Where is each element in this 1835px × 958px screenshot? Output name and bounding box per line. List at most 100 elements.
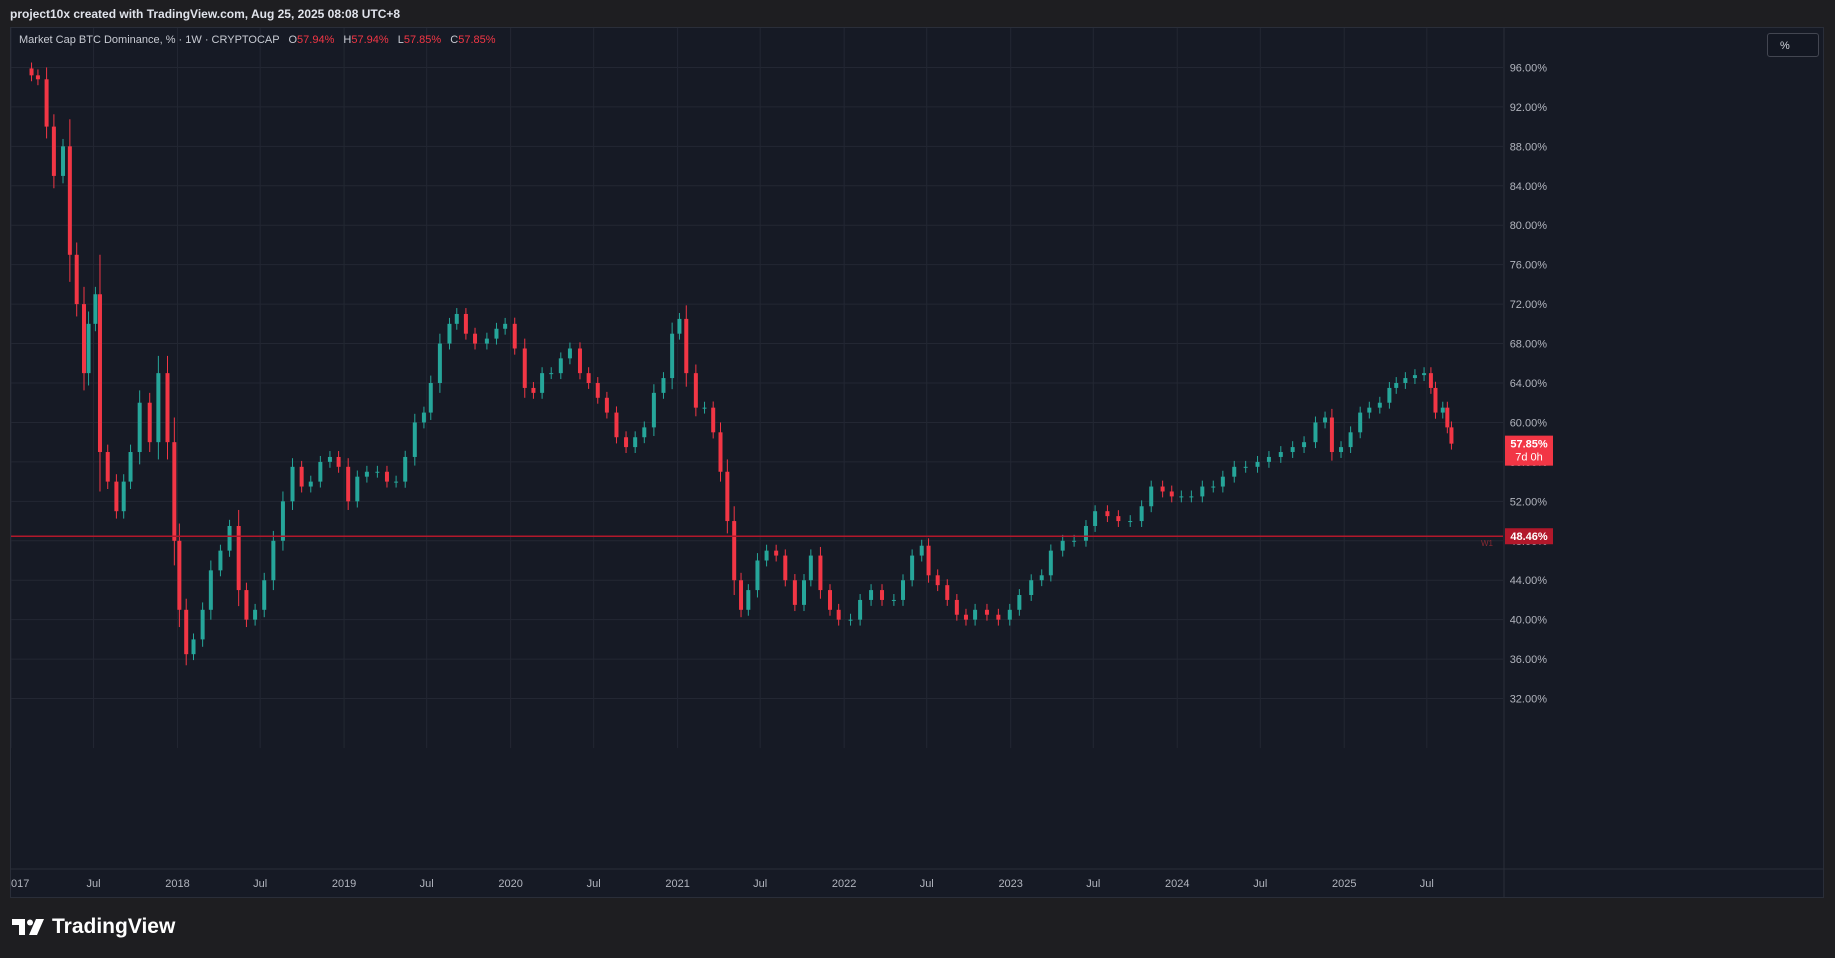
series-legend: Market Cap BTC Dominance, % · 1W · CRYPT… (19, 34, 496, 46)
candle-body (984, 609, 989, 615)
candle-body (137, 402, 142, 453)
price-chart[interactable]: 32.00%36.00%40.00%44.00%48.00%52.00%56.0… (11, 28, 1823, 897)
candle-body (1339, 447, 1344, 453)
candle-body (919, 545, 924, 556)
legend-symbol: Market Cap BTC Dominance, % · 1W · CRYPT… (19, 34, 280, 46)
candle-body (848, 619, 853, 621)
candle-body (1278, 452, 1283, 457)
candle-body (1179, 496, 1184, 498)
candle-body (891, 599, 896, 601)
candle-body (191, 639, 196, 655)
candle-body (624, 437, 629, 448)
horizontal-line-price-label: 48.46% (1510, 531, 1548, 543)
candle-body (1211, 486, 1216, 488)
candle-body (318, 461, 323, 482)
candle-body (1139, 506, 1144, 522)
candle-body (642, 427, 647, 438)
candle-body (437, 343, 442, 383)
candle-body (739, 580, 744, 610)
y-tick-label: 40.00% (1510, 615, 1548, 627)
candle-body (218, 550, 223, 571)
y-tick-label: 76.00% (1510, 260, 1548, 272)
candle-body (828, 590, 833, 610)
candle-body (105, 452, 110, 482)
candle-body (308, 481, 313, 487)
candle-body (494, 328, 499, 339)
candle-body (61, 146, 66, 176)
candle-body (818, 555, 823, 591)
candle-body (35, 75, 40, 80)
candle-body (1367, 407, 1372, 413)
candle-body (725, 471, 730, 522)
footer: TradingView (0, 898, 1835, 958)
x-tick-label: 2018 (165, 878, 189, 890)
brand[interactable]: TradingView (12, 912, 175, 942)
candle-body (1358, 412, 1363, 433)
candle-body (586, 373, 591, 383)
legend-open-label: O (288, 34, 298, 46)
x-tick-label: 2024 (1165, 878, 1189, 890)
candle-body (792, 580, 797, 605)
candle-body (869, 590, 874, 600)
candle-body (67, 146, 72, 255)
percent-scale-button[interactable]: % (1767, 33, 1819, 57)
y-tick-label: 96.00% (1510, 62, 1548, 74)
candle-body (604, 397, 609, 413)
candle-body (384, 471, 389, 482)
candle-body (208, 570, 213, 610)
candle-body (910, 555, 915, 581)
candle-body (512, 323, 517, 349)
candle-body (836, 609, 841, 620)
candle-body (403, 456, 408, 482)
candle-body (121, 481, 126, 512)
candle-body (200, 609, 205, 640)
candle-body (1377, 402, 1382, 408)
y-tick-label: 84.00% (1510, 181, 1548, 193)
candle-body (558, 358, 563, 374)
y-tick-label: 68.00% (1510, 339, 1548, 351)
candle-body (651, 392, 656, 428)
y-tick-label: 52.00% (1510, 496, 1548, 508)
candle-body (82, 304, 87, 374)
candle-body (945, 585, 950, 600)
candle-body (1313, 422, 1318, 443)
candle-body (1387, 387, 1392, 403)
chart-caption: project10x created with TradingView.com,… (0, 0, 1835, 27)
candle-body (156, 373, 161, 443)
candle-body (693, 373, 698, 408)
candle-body (1266, 456, 1271, 462)
legend-low-value: 57.85% (403, 34, 442, 46)
x-tick-label: 2019 (332, 878, 356, 890)
candle-body (463, 313, 468, 334)
candle-body (97, 294, 102, 453)
x-tick-label: Jul (587, 878, 601, 890)
candle-body (1149, 486, 1154, 507)
candle-body (1440, 407, 1445, 413)
chart-pane[interactable]: BTC.D 32.00%36.00%40.00%44.00%48.00%52.0… (10, 27, 1824, 898)
candle-body (808, 555, 813, 581)
x-tick-label: Jul (87, 878, 101, 890)
candle-body (633, 437, 638, 448)
x-tick-label: Jul (753, 878, 767, 890)
candle-body (614, 412, 619, 438)
x-tick-label: 2021 (665, 878, 689, 890)
candle-body (1128, 521, 1133, 523)
candle-body (732, 521, 737, 581)
y-tick-label: 72.00% (1510, 299, 1548, 311)
candle-body (280, 501, 285, 541)
y-tick-label: 36.00% (1510, 654, 1548, 666)
candle-body (783, 555, 788, 581)
candle-body (454, 313, 459, 324)
x-tick-label: 2025 (1332, 878, 1356, 890)
legend-high-value: 57.94% (351, 34, 389, 46)
candle-body (1255, 461, 1260, 467)
x-tick-label: Jul (253, 878, 267, 890)
x-tick-label: 2020 (498, 878, 522, 890)
candle-body (51, 126, 56, 176)
candle-body (1160, 486, 1165, 492)
candle-body (1302, 442, 1307, 448)
candle-body (364, 471, 369, 477)
last-price-label: 57.85% (1510, 439, 1548, 451)
candle-body (271, 540, 276, 581)
candle-body (567, 348, 572, 359)
